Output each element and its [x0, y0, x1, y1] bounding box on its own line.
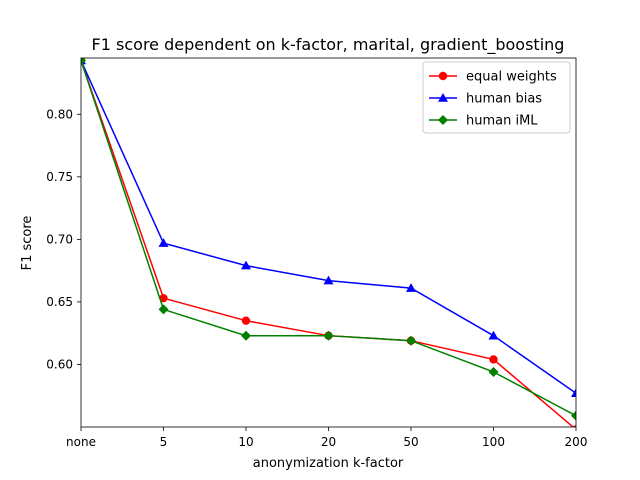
- x-tick-label-1: 5: [160, 435, 168, 449]
- series-layer: [81, 58, 576, 427]
- y-tick-label-0: 0.60: [46, 357, 73, 371]
- data-point-human-iml-3: [323, 330, 334, 341]
- x-tick-label-2: 10: [238, 435, 253, 449]
- legend: equal weights human bias human iML: [422, 61, 571, 134]
- data-point-human-bias-3: [323, 275, 334, 285]
- data-point-equal-weights-6: [572, 425, 576, 427]
- data-point-human-bias-4: [406, 283, 416, 292]
- y-axis-label: F1 score: [20, 216, 35, 271]
- y-tick-label-3: 0.75: [46, 170, 73, 184]
- data-point-human-iml-5: [488, 366, 499, 377]
- legend-box: [422, 61, 571, 134]
- data-point-human-bias-2: [241, 260, 251, 270]
- y-tick-label-2: 0.70: [46, 232, 73, 246]
- data-point-human-iml-4: [406, 335, 416, 346]
- data-point-human-bias-6: [571, 388, 576, 397]
- legend-marker-human-bias: [438, 93, 448, 102]
- data-point-human-iml-1: [158, 304, 169, 315]
- data-point-equal-weights-2: [241, 316, 251, 325]
- data-point-equal-weights-5: [489, 355, 498, 364]
- y-tick-label-4: 0.80: [46, 107, 73, 121]
- x-tick-label-6: 200: [565, 435, 588, 449]
- x-tick-label-0: none: [66, 435, 96, 449]
- x-tick-label-5: 100: [482, 435, 505, 449]
- y-tick-label-1: 0.65: [46, 295, 73, 309]
- data-point-human-iml-0: [81, 58, 86, 66]
- data-point-human-bias-5: [488, 330, 499, 340]
- data-point-human-iml-2: [241, 330, 251, 341]
- x-tick-label-3: 20: [321, 435, 336, 449]
- plot-area: none 5 10 20 50 100 200 0.60 0.65 0.70 0.75 0.80: [46, 57, 588, 449]
- data-point-human-bias-1: [158, 238, 169, 247]
- legend-marker-equal-weights: [438, 71, 448, 81]
- data-point-human-iml-6: [571, 410, 576, 421]
- x-axis-label: anonymization k-factor: [253, 456, 404, 471]
- legend-marker-human-iml: [438, 115, 448, 125]
- legend-label-human-bias: human bias: [466, 92, 542, 107]
- legend-label-equal-weights: equal weights: [466, 70, 557, 85]
- data-point-equal-weights-1: [159, 293, 168, 303]
- x-tick-label-4: 50: [403, 435, 418, 449]
- chart-title: F1 score dependent on k-factor, marital,…: [92, 35, 565, 55]
- legend-label-human-iml: human iML: [466, 114, 538, 129]
